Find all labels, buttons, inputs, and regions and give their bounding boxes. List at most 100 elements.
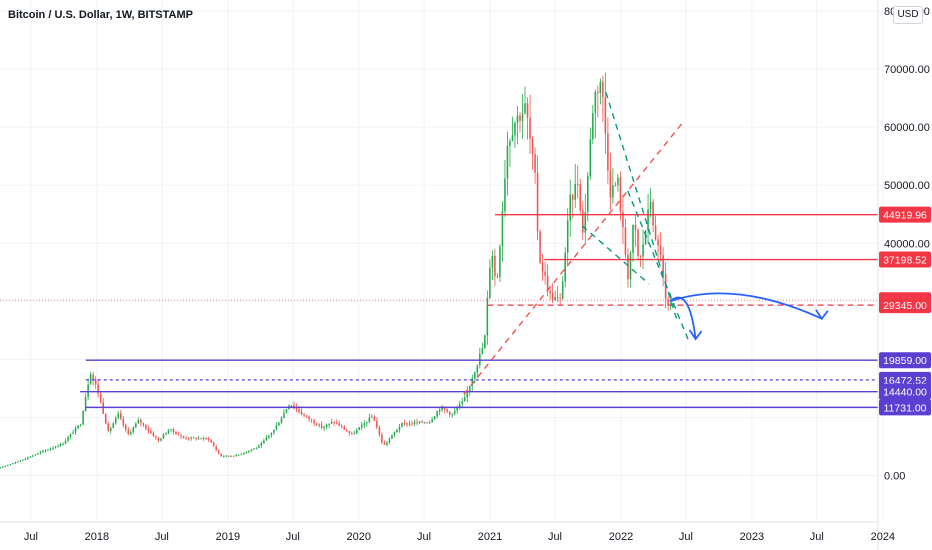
candle-body	[431, 419, 433, 423]
candle-body	[381, 434, 383, 443]
price-level-tag	[879, 383, 931, 400]
candle-body	[155, 436, 157, 438]
candle-body	[77, 425, 79, 428]
candle-body	[667, 298, 669, 306]
candle-body	[0, 467, 2, 469]
price-level-tag	[879, 399, 931, 416]
candle-body	[255, 447, 258, 449]
candle-body	[654, 225, 657, 240]
candle-body	[371, 416, 373, 418]
candle-body	[373, 416, 376, 421]
candle-body	[207, 438, 210, 440]
price-level-value: 19859.00	[883, 355, 927, 367]
time-tick-label: 2021	[478, 531, 502, 543]
candle-body	[629, 252, 632, 280]
candle-body	[122, 418, 125, 426]
candle-body	[426, 422, 428, 424]
candle-body	[529, 117, 531, 139]
candle-body	[283, 412, 285, 419]
candle-body	[441, 406, 443, 410]
candle-body	[659, 245, 662, 256]
price-tick-label: 50000.00	[884, 180, 930, 192]
candle-body	[546, 275, 549, 291]
candle-body	[137, 419, 140, 424]
price-level-value: 14440.00	[883, 387, 927, 399]
candle-body	[238, 454, 240, 456]
time-axis[interactable]: Jul 2018 Jul 2019 Jul 2020 Jul 2021 Jul 2022 Jul 20…	[24, 531, 895, 543]
price-level-tags: 44919.9637198.5230192.9929345.0019859.00…	[879, 206, 931, 416]
candle-body	[453, 410, 456, 414]
candle-body	[602, 81, 604, 98]
candle-body	[639, 255, 642, 257]
candle-body	[612, 185, 614, 198]
candle-body	[607, 133, 609, 171]
candle-body	[584, 212, 587, 233]
candle-body	[298, 409, 300, 412]
candle-body	[260, 442, 263, 446]
candle-body	[62, 443, 64, 445]
candle-body	[89, 374, 92, 385]
candle-body	[576, 183, 579, 185]
time-tick-label: 2022	[609, 531, 633, 543]
time-tick-label: Jul	[155, 531, 169, 543]
candle-body	[504, 178, 506, 212]
candle-body	[210, 439, 212, 443]
candle-body	[484, 335, 486, 349]
candle-body	[614, 185, 617, 187]
time-tick-label: 2023	[740, 531, 764, 543]
candle-body	[72, 432, 74, 434]
time-tick-label: 2019	[216, 531, 240, 543]
candle-body	[353, 433, 356, 435]
price-level-value: 37198.52	[883, 255, 927, 267]
candle-body	[313, 420, 315, 424]
candle-body	[79, 424, 82, 426]
candle-body	[285, 409, 288, 413]
candle-body	[345, 429, 348, 432]
candle-body	[54, 446, 57, 448]
candle-body	[350, 433, 353, 435]
price-axis[interactable]: 0.0040000.0050000.0060000.0070000.008000…	[884, 6, 930, 483]
candle-body	[27, 457, 29, 459]
plot-area[interactable]	[0, 72, 878, 470]
candle-body	[647, 209, 649, 231]
price-level-tag	[879, 206, 931, 223]
candle-body	[37, 453, 39, 455]
candle-body	[531, 138, 534, 155]
price-level-value: 44919.96	[883, 210, 927, 222]
candle-body	[1, 466, 4, 468]
candle-body	[413, 422, 416, 424]
candle-body	[664, 273, 667, 299]
price-tick-label: 60000.00	[884, 122, 930, 134]
trend-line	[463, 120, 685, 395]
candle-body	[150, 430, 152, 433]
candle-body	[99, 393, 102, 403]
candle-body	[315, 423, 318, 426]
currency-button[interactable]: USD	[893, 6, 923, 24]
candle-body	[343, 426, 346, 430]
candle-body	[597, 91, 599, 94]
candle-body	[330, 422, 333, 424]
candle-body	[82, 411, 84, 425]
horizontal-levels	[0, 213, 878, 409]
candle-body	[589, 139, 592, 176]
candle-body	[378, 427, 381, 435]
candle-body	[637, 229, 639, 256]
candle-body	[112, 423, 115, 429]
candle-body	[438, 409, 441, 412]
candle-body	[293, 405, 295, 408]
time-tick-label: Jul	[417, 531, 431, 543]
candle-body	[561, 281, 564, 299]
candle-body	[516, 115, 519, 123]
candle-body	[466, 391, 469, 398]
candle-body	[190, 437, 192, 439]
candle-body	[358, 427, 361, 430]
candle-body	[117, 413, 120, 418]
candle-body	[549, 290, 551, 294]
candle-body	[486, 298, 489, 336]
projection-arrows	[669, 292, 829, 341]
candle-body	[240, 454, 243, 456]
trend-lines	[463, 92, 690, 395]
candle-body	[29, 456, 32, 458]
candle-body	[499, 246, 501, 278]
